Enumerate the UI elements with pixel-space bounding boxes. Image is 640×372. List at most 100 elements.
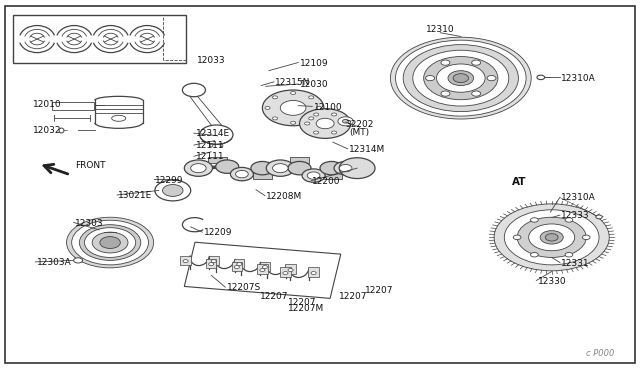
Circle shape — [513, 235, 521, 240]
Circle shape — [545, 234, 558, 241]
Circle shape — [288, 269, 293, 272]
Circle shape — [529, 224, 575, 251]
Text: 12310A: 12310A — [561, 74, 595, 83]
Bar — [184, 242, 340, 298]
Circle shape — [283, 272, 288, 275]
Circle shape — [339, 164, 352, 172]
Circle shape — [332, 113, 337, 116]
Circle shape — [314, 131, 319, 134]
Circle shape — [266, 160, 294, 176]
Circle shape — [230, 167, 253, 181]
Circle shape — [334, 161, 357, 175]
Circle shape — [163, 185, 183, 196]
Circle shape — [565, 253, 573, 257]
Circle shape — [540, 231, 563, 244]
Circle shape — [565, 218, 573, 222]
Text: 12033: 12033 — [197, 56, 226, 65]
Text: 12207: 12207 — [288, 298, 317, 307]
Circle shape — [424, 57, 498, 100]
Circle shape — [79, 225, 141, 260]
Circle shape — [472, 91, 481, 96]
Circle shape — [260, 269, 265, 272]
Circle shape — [155, 180, 191, 201]
Text: 12010: 12010 — [33, 100, 62, 109]
Bar — [234, 259, 244, 268]
Circle shape — [308, 96, 314, 99]
Circle shape — [216, 160, 239, 173]
Bar — [260, 262, 270, 271]
Circle shape — [338, 117, 353, 126]
Circle shape — [340, 122, 346, 125]
Circle shape — [237, 263, 242, 266]
Circle shape — [426, 76, 435, 81]
Circle shape — [494, 204, 609, 271]
Circle shape — [100, 237, 120, 248]
Text: AT: AT — [513, 177, 527, 186]
Circle shape — [314, 113, 319, 116]
Circle shape — [200, 125, 233, 144]
Circle shape — [308, 117, 314, 120]
Text: 12314M: 12314M — [349, 145, 385, 154]
Circle shape — [517, 217, 586, 257]
Text: 12331: 12331 — [561, 259, 589, 268]
Text: 12030: 12030 — [300, 80, 328, 89]
Circle shape — [311, 272, 316, 275]
Circle shape — [262, 90, 324, 126]
Circle shape — [320, 161, 343, 175]
Circle shape — [390, 37, 531, 119]
Circle shape — [182, 83, 205, 97]
Circle shape — [436, 64, 485, 92]
Bar — [280, 267, 291, 277]
Circle shape — [67, 217, 154, 268]
Text: 12314E: 12314E — [196, 129, 230, 138]
Circle shape — [273, 164, 288, 173]
Circle shape — [251, 161, 274, 175]
Circle shape — [531, 218, 538, 222]
Text: 12310: 12310 — [426, 25, 454, 34]
Circle shape — [74, 258, 83, 263]
Text: 12207S: 12207S — [227, 283, 261, 292]
Bar — [290, 157, 309, 163]
Bar — [308, 267, 319, 277]
Text: 12315N: 12315N — [275, 78, 310, 87]
Circle shape — [191, 164, 206, 173]
Circle shape — [339, 158, 375, 179]
Text: 12207: 12207 — [339, 292, 368, 301]
Circle shape — [332, 131, 337, 134]
Circle shape — [211, 260, 216, 263]
Circle shape — [531, 253, 538, 257]
Circle shape — [441, 91, 450, 96]
Circle shape — [596, 215, 602, 219]
Bar — [232, 262, 242, 271]
Text: 12303: 12303 — [75, 219, 104, 228]
Bar — [253, 172, 272, 179]
Circle shape — [291, 92, 296, 94]
Text: 12299: 12299 — [155, 176, 184, 185]
Text: 12207M: 12207M — [288, 304, 324, 313]
Circle shape — [448, 71, 474, 86]
Circle shape — [537, 75, 545, 80]
Circle shape — [316, 106, 321, 109]
Circle shape — [472, 60, 481, 65]
Circle shape — [307, 172, 320, 179]
Text: 12303A: 12303A — [36, 258, 71, 267]
Circle shape — [288, 161, 311, 175]
Bar — [52, 102, 94, 110]
Circle shape — [300, 109, 351, 138]
Circle shape — [280, 100, 306, 115]
Bar — [180, 256, 191, 265]
Text: 12032: 12032 — [33, 126, 62, 135]
Text: 12310A: 12310A — [561, 193, 595, 202]
Text: 12111: 12111 — [196, 153, 225, 161]
Text: FRONT: FRONT — [76, 161, 106, 170]
Text: (MT): (MT) — [349, 128, 370, 137]
Circle shape — [302, 169, 325, 182]
Circle shape — [413, 50, 509, 106]
Circle shape — [183, 260, 188, 263]
Circle shape — [342, 119, 349, 123]
Circle shape — [291, 121, 296, 124]
Text: 12208M: 12208M — [266, 192, 303, 201]
Bar — [208, 157, 227, 163]
Text: c P000: c P000 — [586, 349, 614, 358]
Circle shape — [273, 96, 278, 99]
